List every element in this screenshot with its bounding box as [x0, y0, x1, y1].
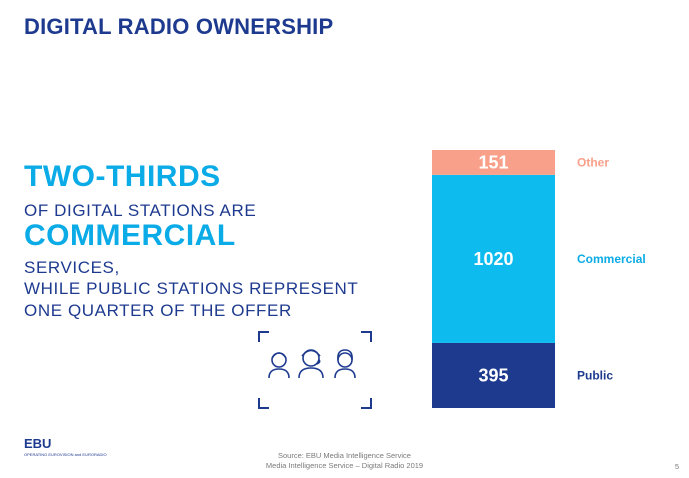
headline-commercial: COMMERCIAL: [24, 219, 236, 252]
legend-label-other: Other: [577, 155, 609, 169]
page-title: DIGITAL RADIO OWNERSHIP: [24, 14, 334, 39]
bar-value-other: 151: [478, 152, 508, 172]
legend-label-commercial: Commercial: [577, 252, 646, 266]
headline-two-thirds: TWO-THIRDS: [24, 160, 221, 193]
source-note: Source: EBU Media Intelligence Service M…: [0, 451, 689, 471]
headline-line-2: OF DIGITAL STATIONS ARE: [24, 200, 256, 221]
page-number: 5: [674, 462, 679, 471]
headline-text-services: SERVICES,: [24, 258, 120, 277]
legend: Public Commercial Other: [577, 155, 646, 382]
bar-segment-other: [432, 150, 555, 175]
source-line-1: Source: EBU Media Intelligence Service: [278, 451, 411, 460]
headline-line-4: SERVICES, WHILE PUBLIC STATIONS REPRESEN…: [24, 257, 358, 321]
bar-group: 395 1020 151: [432, 150, 555, 408]
headline-text-digital-stations: OF DIGITAL STATIONS ARE: [24, 201, 257, 220]
headline-text-one-quarter: ONE QUARTER OF THE OFFER: [24, 300, 292, 320]
logo-subtext: OPERATING EUROVISION and EURORADIO: [24, 452, 107, 457]
people-group-icon: [258, 331, 372, 409]
bar-value-commercial: 1020: [473, 249, 513, 269]
legend-label-public: Public: [577, 368, 613, 382]
headline-text-public-stations: WHILE PUBLIC STATIONS REPRESENT: [24, 279, 359, 299]
bar-value-public: 395: [478, 365, 508, 385]
source-line-2: Media Intelligence Service – Digital Rad…: [265, 461, 424, 471]
headline-line-3: COMMERCIAL: [24, 221, 236, 251]
bar-segment-commercial: [432, 174, 555, 343]
headline-line-1: TWO-THIRDS: [24, 162, 221, 192]
ebu-logo: EBU OPERATING EUROVISION and EURORADIO: [24, 437, 107, 457]
bar-segment-public: [432, 342, 555, 408]
logo-text: EBU: [24, 436, 52, 451]
